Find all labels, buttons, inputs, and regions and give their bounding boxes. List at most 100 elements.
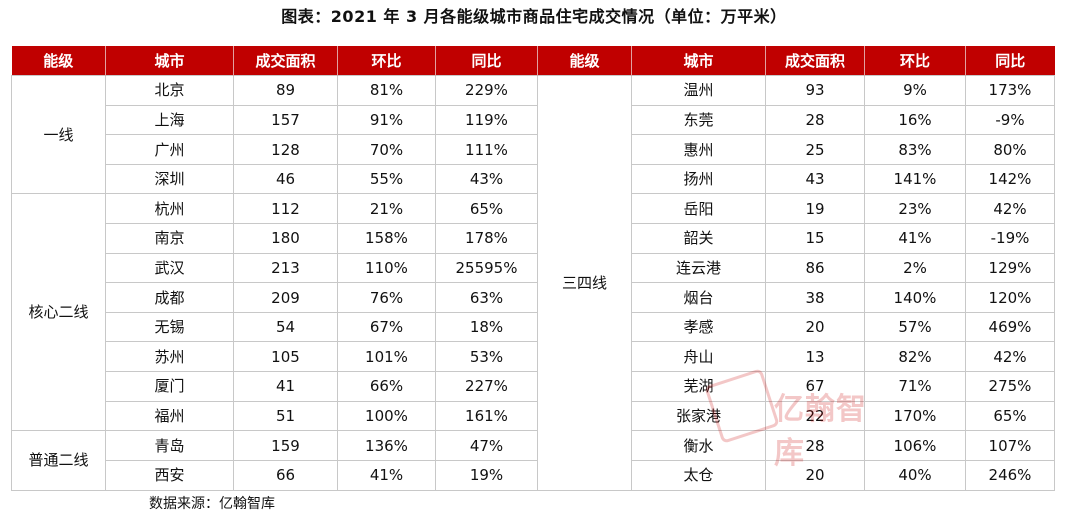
area-cell: 28 — [765, 104, 865, 136]
area-cell: 157 — [233, 104, 338, 136]
header-row: 能级 城市 成交面积 环比 同比 能级 城市 成交面积 环比 同比 — [11, 46, 1055, 76]
table-row: 普通二线 青岛 159 136% 47% 衡水 28 106% 107% — [11, 430, 1055, 491]
table-row: 上海 157 91% 119% 东莞 28 16% -9% — [12, 104, 1055, 136]
header-mom: 环比 — [337, 46, 436, 76]
city-cell: 张家港 — [631, 400, 766, 432]
table-row: 一线 北京 89 81% 229% 三四线 温州 93 9% 173% — [11, 74, 1055, 491]
header-tier: 能级 — [11, 46, 106, 76]
area-cell: 13 — [765, 341, 865, 373]
table-body: 一线 北京 89 81% 229% 三四线 温州 93 9% 173% 上海 157 91% 119% 东莞… — [11, 74, 1055, 491]
city-cell: 舟山 — [631, 341, 766, 373]
mom-cell: 81% — [337, 75, 436, 106]
mom-cell: 41% — [864, 223, 966, 254]
table-row: 无锡 54 67% 18% 孝感 20 57% 469% — [12, 311, 1055, 343]
mom-cell: 41% — [337, 459, 436, 491]
city-cell: 韶关 — [631, 223, 766, 254]
yoy-cell: 229% — [435, 75, 538, 106]
transaction-table: 能级 城市 成交面积 环比 同比 能级 城市 成交面积 环比 同比 一线 北京 89… — [11, 46, 1055, 491]
city-cell: 衡水 — [631, 430, 766, 461]
header-yoy-right: 同比 — [965, 46, 1055, 76]
mom-cell: 55% — [337, 163, 436, 195]
area-cell: 86 — [765, 252, 865, 284]
city-cell: 芜湖 — [631, 371, 766, 402]
tier-cell: 三四线 — [537, 75, 632, 491]
mom-cell: 83% — [864, 134, 966, 165]
city-cell: 厦门 — [105, 371, 234, 402]
city-cell: 南京 — [105, 223, 234, 254]
city-cell: 烟台 — [631, 282, 766, 313]
area-cell: 209 — [233, 282, 338, 313]
mom-cell: 67% — [337, 311, 436, 343]
yoy-cell: 42% — [965, 193, 1055, 225]
yoy-cell: 53% — [435, 341, 538, 373]
yoy-cell: 65% — [435, 193, 538, 225]
mom-cell: 101% — [337, 341, 436, 373]
city-cell: 连云港 — [631, 252, 766, 284]
table-row: 成都 209 76% 63% 烟台 38 140% 120% — [12, 282, 1055, 313]
area-cell: 66 — [233, 459, 338, 491]
yoy-cell: 227% — [435, 371, 538, 402]
area-cell: 25 — [765, 134, 865, 165]
mom-cell: 158% — [337, 223, 436, 254]
yoy-cell: 246% — [965, 459, 1055, 491]
city-cell: 扬州 — [631, 163, 766, 195]
city-cell: 武汉 — [105, 252, 234, 284]
yoy-cell: 18% — [435, 311, 538, 343]
yoy-cell: 63% — [435, 282, 538, 313]
area-cell: 67 — [765, 371, 865, 402]
table-row: 厦门 41 66% 227% 芜湖 67 71% 275% — [12, 371, 1055, 402]
yoy-cell: 129% — [965, 252, 1055, 284]
mom-cell: 70% — [337, 134, 436, 165]
mom-cell: 9% — [864, 75, 966, 106]
city-cell: 青岛 — [105, 430, 234, 461]
area-cell: 20 — [765, 311, 865, 343]
city-cell: 广州 — [105, 134, 234, 165]
mom-cell: 91% — [337, 104, 436, 136]
tier-cell: 一线 — [11, 74, 106, 195]
city-cell: 深圳 — [105, 163, 234, 195]
yoy-cell: 178% — [435, 223, 538, 254]
mom-cell: 136% — [337, 430, 436, 461]
table-row: 武汉 213 110% 25595% 连云港 86 2% 129% — [12, 252, 1055, 284]
city-cell: 苏州 — [105, 341, 234, 373]
table-row: 福州 51 100% 161% 张家港 22 170% 65% — [12, 400, 1055, 432]
table-row: 西安 66 41% 19% 太仓 20 40% 246% — [12, 459, 1055, 491]
yoy-cell: 111% — [435, 134, 538, 165]
mom-cell: 100% — [337, 400, 436, 432]
table-row: 广州 128 70% 111% 惠州 25 83% 80% — [12, 134, 1055, 165]
mom-cell: 16% — [864, 104, 966, 136]
mom-cell: 71% — [864, 371, 966, 402]
header-tier-right: 能级 — [537, 46, 632, 76]
mom-cell: 21% — [337, 193, 436, 225]
yoy-cell: 47% — [435, 430, 538, 461]
mom-cell: 141% — [864, 163, 966, 195]
yoy-cell: 42% — [965, 341, 1055, 373]
area-cell: 38 — [765, 282, 865, 313]
area-cell: 93 — [765, 75, 865, 106]
header-city-right: 城市 — [631, 46, 766, 76]
area-cell: 112 — [233, 193, 338, 225]
area-cell: 128 — [233, 134, 338, 165]
area-cell: 15 — [765, 223, 865, 254]
area-cell: 19 — [765, 193, 865, 225]
city-cell: 东莞 — [631, 104, 766, 136]
area-cell: 28 — [765, 430, 865, 461]
table-row: 深圳 46 55% 43% 扬州 43 141% 142% — [12, 163, 1055, 195]
yoy-cell: 275% — [965, 371, 1055, 402]
city-cell: 西安 — [105, 459, 234, 491]
yoy-cell: 19% — [435, 459, 538, 491]
header-mom-right: 环比 — [864, 46, 966, 76]
city-cell: 北京 — [105, 75, 234, 106]
area-cell: 54 — [233, 311, 338, 343]
header-area-right: 成交面积 — [765, 46, 865, 76]
city-cell: 无锡 — [105, 311, 234, 343]
yoy-cell: 161% — [435, 400, 538, 432]
yoy-cell: 25595% — [435, 252, 538, 284]
data-source-note: 数据来源：亿翰智库 — [149, 496, 275, 512]
mom-cell: 66% — [337, 371, 436, 402]
area-cell: 41 — [233, 371, 338, 402]
yoy-cell: 173% — [965, 75, 1055, 106]
area-cell: 89 — [233, 75, 338, 106]
yoy-cell: -19% — [965, 223, 1055, 254]
yoy-cell: 120% — [965, 282, 1055, 313]
